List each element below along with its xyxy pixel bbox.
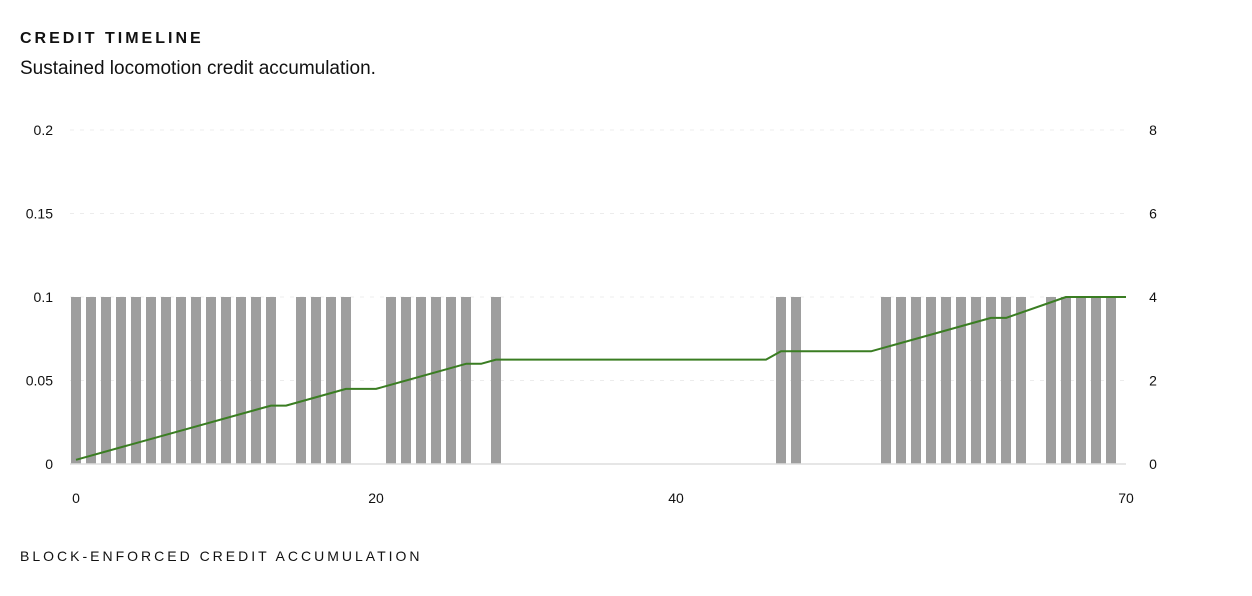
y-right-tick-label: 8 (1149, 122, 1157, 138)
bar-34 (986, 297, 996, 464)
y-right-tick-label: 2 (1149, 373, 1157, 389)
bar-8 (191, 297, 201, 464)
bar-37 (1046, 297, 1056, 464)
bar-3 (116, 297, 126, 464)
y-left-tick-label: 0.2 (34, 122, 54, 138)
bar-5 (146, 297, 156, 464)
y-right-tick-label: 4 (1149, 289, 1157, 305)
x-tick-label: 40 (668, 490, 684, 506)
bar-35 (1001, 297, 1011, 464)
bar-4 (131, 297, 141, 464)
y-left-tick-label: 0 (45, 456, 53, 472)
bar-36 (1016, 297, 1026, 464)
bar-32 (956, 297, 966, 464)
bar-7 (176, 297, 186, 464)
bar-9 (206, 297, 216, 464)
bar-18 (386, 297, 396, 464)
bar-29 (911, 297, 921, 464)
x-tick-label: 70 (1118, 490, 1134, 506)
bar-1 (86, 297, 96, 464)
bar-13 (266, 297, 276, 464)
bar-33 (971, 297, 981, 464)
bar-15 (311, 297, 321, 464)
bar-2 (101, 297, 111, 464)
bar-39 (1076, 297, 1086, 464)
credit-line (75, 296, 1126, 461)
y-right-tick-label: 0 (1149, 456, 1157, 472)
chart-subtitle: Sustained locomotion credit accumulation… (20, 58, 376, 79)
bar-40 (1091, 297, 1101, 464)
footer-section-label: BLOCK-ENFORCED CREDIT ACCUMULATION (20, 548, 423, 564)
x-tick-label: 0 (72, 490, 80, 506)
bar-0 (71, 297, 81, 464)
bar-12 (251, 297, 261, 464)
bar-31 (941, 297, 951, 464)
bar-22 (446, 297, 456, 464)
bar-16 (326, 297, 336, 464)
bar-10 (221, 297, 231, 464)
y-left-tick-label: 0.05 (26, 373, 53, 389)
bar-38 (1061, 297, 1071, 464)
bar-24 (491, 297, 501, 464)
x-tick-label: 20 (368, 490, 384, 506)
bar-28 (896, 297, 906, 464)
chart-title: CREDIT TIMELINE (20, 30, 204, 47)
bar-21 (431, 297, 441, 464)
bar-11 (236, 297, 246, 464)
bar-6 (161, 297, 171, 464)
bar-25 (776, 297, 786, 464)
bar-30 (926, 297, 936, 464)
bar-27 (881, 297, 891, 464)
bar-14 (296, 297, 306, 464)
y-left-tick-label: 0.15 (26, 206, 53, 222)
bar-23 (461, 297, 471, 464)
bar-20 (416, 297, 426, 464)
bar-41 (1106, 297, 1116, 464)
y-right-tick-label: 6 (1149, 206, 1157, 222)
y-left-tick-label: 0.1 (34, 289, 54, 305)
bar-17 (341, 297, 351, 464)
bar-26 (791, 297, 801, 464)
